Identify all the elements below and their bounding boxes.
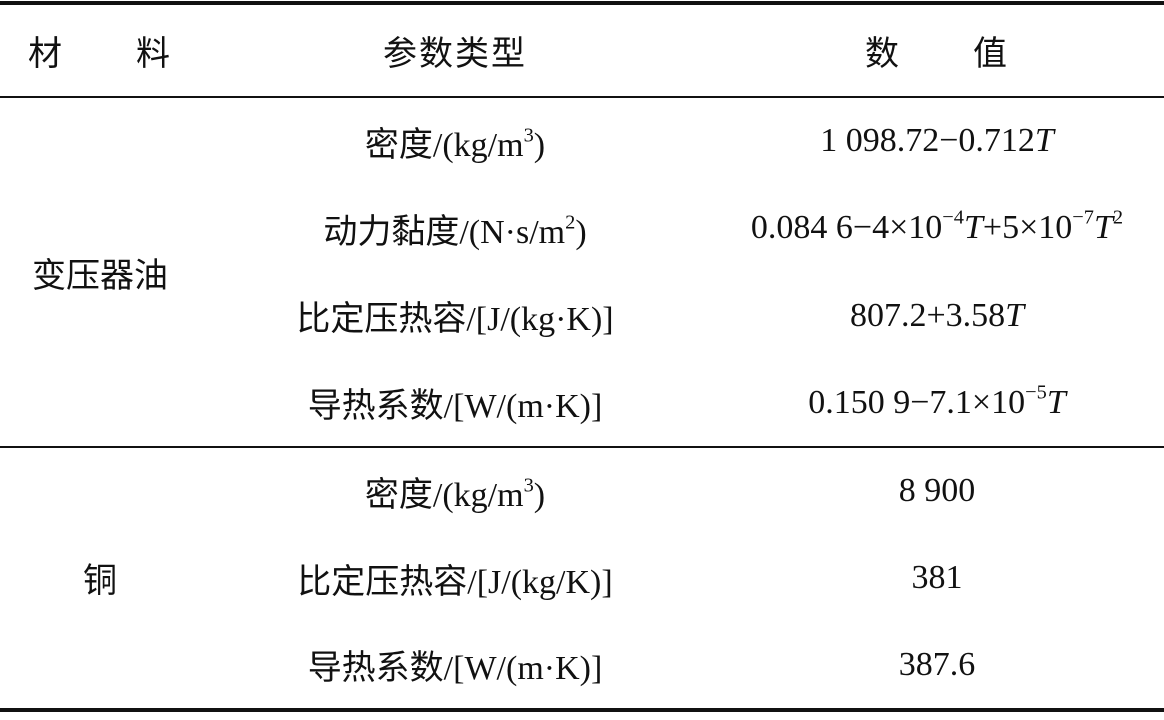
header-value: 数 值 <box>865 36 1009 73</box>
italic-variable: T <box>1046 383 1066 421</box>
italic-variable: T <box>1005 296 1025 334</box>
header-parameter-type: 参数类型 <box>383 36 527 73</box>
text-segment: 密度/(kg/m <box>364 126 524 164</box>
header-material: 材 料 <box>28 36 172 73</box>
group-transformer-oil: 变压器油 密度/(kg/m3) 1 098.72−0.712T 动力黏度/(N·s/m… <box>0 97 1164 447</box>
table-row: 铜 密度/(kg/m3) 8 900 <box>0 447 1164 600</box>
value-cell: 0.150 9−7.1×10−5T <box>710 360 1164 448</box>
superscript: 2 <box>565 211 576 234</box>
header-row: 材 料 参数类型 数 值 <box>0 3 1164 97</box>
text-segment: 0.150 9−7.1×10 <box>808 383 1026 421</box>
text-segment: 807.2+3.58 <box>849 296 1006 334</box>
superscript: −7 <box>1072 206 1094 229</box>
text-segment: 比定压热容/[J/(kg·K)] <box>296 301 614 339</box>
superscript: 3 <box>523 124 534 147</box>
text-segment: 比定压热容/[J/(kg/K)] <box>297 563 613 601</box>
superscript: 2 <box>1112 206 1124 229</box>
value-cell: 381 <box>710 535 1164 623</box>
text-segment: ) <box>575 213 587 251</box>
text-segment: 导热系数/[W/(m·K)] <box>307 388 603 426</box>
text-segment: ) <box>533 126 546 164</box>
table-row: 变压器油 密度/(kg/m3) 1 098.72−0.712T <box>0 97 1164 294</box>
text-segment: +5×10 <box>982 209 1073 247</box>
text-segment: 动力黏度/(N·s/m <box>323 213 566 251</box>
superscript: −5 <box>1025 381 1047 404</box>
table-row: 比定压热容/[J/(kg·K)] 807.2+3.58T <box>0 272 1164 360</box>
text-segment: 381 <box>911 559 963 597</box>
superscript: 3 <box>523 474 534 497</box>
italic-variable: T <box>963 209 983 247</box>
text-segment: 8 900 <box>898 472 976 510</box>
italic-variable: T <box>1093 209 1113 247</box>
text-segment: 0.084 6−4×10 <box>750 209 943 247</box>
table-header: 材 料 参数类型 数 值 <box>0 3 1164 97</box>
table-row: 动力黏度/(N·s/m2) 0.084 6−4×10−4T+5×10−7T2 <box>0 185 1164 273</box>
parameter-cell: 比定压热容/[J/(kg/K)] <box>200 535 710 623</box>
value-cell: 8 900 <box>710 447 1164 535</box>
table-row: 比定压热容/[J/(kg/K)] 381 <box>0 535 1164 623</box>
italic-variable: T <box>1034 122 1054 160</box>
parameter-cell: 密度/(kg/m3) <box>200 447 710 535</box>
value-cell: 1 098.72−0.712T <box>710 97 1164 185</box>
text-segment: 1 098.72−0.712 <box>820 122 1035 160</box>
superscript: −4 <box>942 206 964 229</box>
text-segment: 导热系数/[W/(m·K)] <box>307 650 603 688</box>
table-row: 导热系数/[W/(m·K)] 0.150 9−7.1×10−5T <box>0 360 1164 448</box>
text-segment: 密度/(kg/m <box>364 476 524 514</box>
parameter-cell: 动力黏度/(N·s/m2) <box>200 185 710 273</box>
parameter-cell: 导热系数/[W/(m·K)] <box>200 622 710 710</box>
text-segment: ) <box>533 476 546 514</box>
material-cell: 铜 <box>83 563 117 601</box>
parameter-cell: 比定压热容/[J/(kg·K)] <box>200 272 710 360</box>
value-cell: 0.084 6−4×10−4T+5×10−7T2 <box>710 185 1164 273</box>
value-cell: 387.6 <box>710 622 1164 710</box>
group-copper: 铜 密度/(kg/m3) 8 900 比定压热容/[J/(kg/K)] 381 导热系数/… <box>0 447 1164 710</box>
value-cell: 807.2+3.58T <box>710 272 1164 360</box>
parameter-cell: 密度/(kg/m3) <box>200 97 710 185</box>
text-segment: 387.6 <box>898 645 976 683</box>
table-row: 导热系数/[W/(m·K)] 387.6 <box>0 622 1164 710</box>
parameter-cell: 导热系数/[W/(m·K)] <box>200 360 710 448</box>
material-cell: 变压器油 <box>32 257 168 295</box>
